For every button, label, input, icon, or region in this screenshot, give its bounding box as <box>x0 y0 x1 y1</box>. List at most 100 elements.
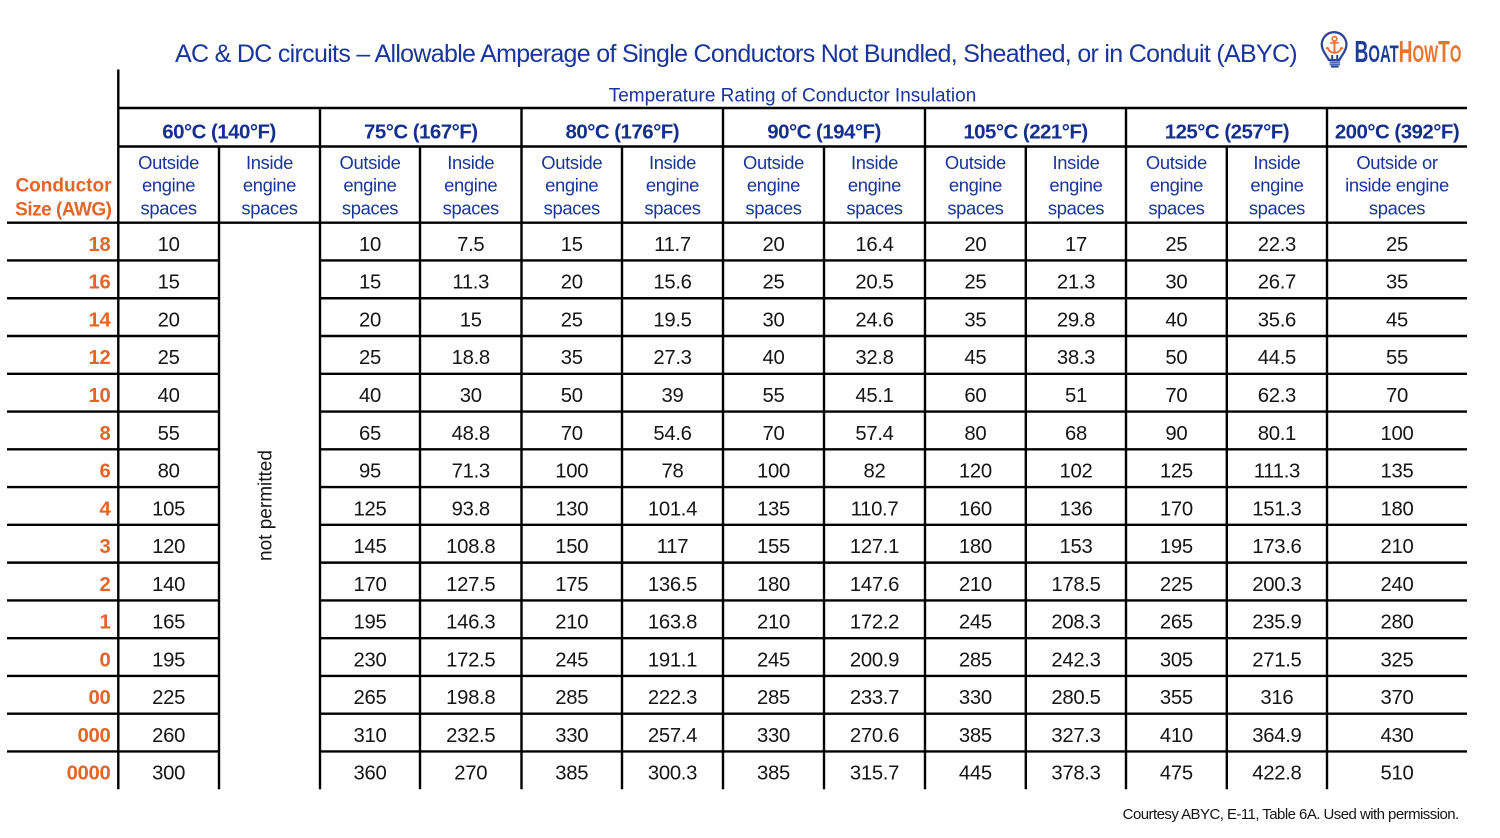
svg-text:260: 260 <box>152 725 185 747</box>
svg-text:0: 0 <box>100 649 111 671</box>
svg-text:198.8: 198.8 <box>446 687 495 709</box>
svg-text:spaces: spaces <box>141 197 197 218</box>
svg-text:29.8: 29.8 <box>1057 309 1095 331</box>
svg-text:316: 316 <box>1260 687 1293 709</box>
svg-text:233.7: 233.7 <box>850 687 899 709</box>
svg-text:127.5: 127.5 <box>446 574 495 596</box>
svg-text:70: 70 <box>1165 385 1187 407</box>
svg-text:285: 285 <box>959 649 992 671</box>
svg-text:95: 95 <box>359 461 381 483</box>
svg-text:20: 20 <box>964 234 986 256</box>
svg-text:spaces: spaces <box>1148 197 1204 218</box>
svg-text:242.3: 242.3 <box>1051 649 1100 671</box>
svg-text:spaces: spaces <box>1249 197 1305 218</box>
svg-text:325: 325 <box>1381 649 1414 671</box>
svg-text:111.3: 111.3 <box>1254 461 1300 483</box>
svg-text:117: 117 <box>657 536 688 558</box>
svg-text:210: 210 <box>757 612 790 634</box>
svg-text:Outside: Outside <box>138 152 199 173</box>
svg-text:spaces: spaces <box>947 197 1003 218</box>
svg-text:510: 510 <box>1381 763 1414 785</box>
svg-text:330: 330 <box>555 725 588 747</box>
svg-text:75°C (167°F): 75°C (167°F) <box>364 121 477 144</box>
svg-text:330: 330 <box>757 725 790 747</box>
svg-text:430: 430 <box>1381 725 1414 747</box>
svg-text:172.2: 172.2 <box>850 612 899 634</box>
svg-text:62.3: 62.3 <box>1258 385 1296 407</box>
svg-text:8: 8 <box>100 423 111 445</box>
svg-text:40: 40 <box>763 347 785 369</box>
svg-text:200.3: 200.3 <box>1252 574 1301 596</box>
svg-text:210: 210 <box>959 574 992 596</box>
svg-text:20.5: 20.5 <box>855 272 893 294</box>
svg-text:410: 410 <box>1160 725 1193 747</box>
svg-text:225: 225 <box>152 687 185 709</box>
svg-text:82: 82 <box>864 461 886 483</box>
svg-text:10: 10 <box>89 385 111 407</box>
svg-text:6: 6 <box>100 461 111 483</box>
svg-text:Size (AWG): Size (AWG) <box>15 200 112 221</box>
svg-text:310: 310 <box>354 725 387 747</box>
svg-text:378.3: 378.3 <box>1051 763 1100 785</box>
svg-text:10: 10 <box>359 234 381 256</box>
svg-text:19.5: 19.5 <box>653 309 691 331</box>
svg-text:engine: engine <box>949 175 1002 196</box>
svg-text:spaces: spaces <box>1369 197 1425 218</box>
svg-text:80: 80 <box>158 461 180 483</box>
svg-text:not permitted: not permitted <box>256 450 277 561</box>
svg-text:engine: engine <box>343 175 396 196</box>
svg-text:45: 45 <box>964 347 986 369</box>
svg-text:50: 50 <box>1165 347 1187 369</box>
svg-text:Inside: Inside <box>1053 152 1100 173</box>
svg-text:00: 00 <box>89 687 111 709</box>
svg-text:20: 20 <box>158 309 180 331</box>
svg-text:125°C (257°F): 125°C (257°F) <box>1165 121 1289 144</box>
svg-text:engine: engine <box>646 175 699 196</box>
svg-text:spaces: spaces <box>443 197 499 218</box>
svg-text:25: 25 <box>763 272 785 294</box>
svg-text:30: 30 <box>460 385 482 407</box>
svg-text:151.3: 151.3 <box>1252 498 1301 520</box>
svg-text:110.7: 110.7 <box>851 498 899 520</box>
svg-text:100: 100 <box>1381 423 1414 445</box>
svg-text:240: 240 <box>1381 574 1414 596</box>
svg-text:10: 10 <box>158 234 180 256</box>
svg-text:327.3: 327.3 <box>1051 725 1100 747</box>
svg-text:26.7: 26.7 <box>1258 272 1296 294</box>
svg-text:360: 360 <box>354 763 387 785</box>
svg-text:230: 230 <box>354 649 387 671</box>
svg-text:65: 65 <box>359 423 381 445</box>
svg-text:24.6: 24.6 <box>855 309 893 331</box>
svg-text:210: 210 <box>555 612 588 634</box>
svg-text:270: 270 <box>454 763 487 785</box>
svg-text:Temperature Rating of Conducto: Temperature Rating of Conductor Insulati… <box>609 86 977 107</box>
svg-text:136: 136 <box>1060 498 1093 520</box>
svg-text:271.5: 271.5 <box>1252 649 1301 671</box>
svg-text:105°C (221°F): 105°C (221°F) <box>963 121 1087 144</box>
svg-text:191.1: 191.1 <box>648 649 697 671</box>
svg-text:180: 180 <box>959 536 992 558</box>
svg-text:125: 125 <box>354 498 387 520</box>
svg-text:45: 45 <box>1386 309 1408 331</box>
svg-text:245: 245 <box>959 612 992 634</box>
svg-text:engine: engine <box>747 175 800 196</box>
svg-text:153: 153 <box>1060 536 1093 558</box>
svg-text:280.5: 280.5 <box>1051 687 1100 709</box>
svg-text:155: 155 <box>757 536 790 558</box>
svg-text:0000: 0000 <box>67 763 111 785</box>
svg-text:Outside: Outside <box>541 152 602 173</box>
svg-text:80°C (176°F): 80°C (176°F) <box>566 121 679 144</box>
svg-text:18: 18 <box>89 234 111 256</box>
svg-text:Inside: Inside <box>447 152 494 173</box>
svg-text:265: 265 <box>354 687 387 709</box>
svg-text:120: 120 <box>959 461 992 483</box>
svg-text:15: 15 <box>460 309 482 331</box>
svg-text:25: 25 <box>158 347 180 369</box>
svg-text:150: 150 <box>555 536 588 558</box>
svg-text:40: 40 <box>1165 309 1187 331</box>
svg-text:35: 35 <box>1386 272 1408 294</box>
svg-text:22.3: 22.3 <box>1258 234 1296 256</box>
svg-text:Inside: Inside <box>1253 152 1300 173</box>
svg-text:15: 15 <box>561 234 583 256</box>
svg-text:spaces: spaces <box>342 197 398 218</box>
